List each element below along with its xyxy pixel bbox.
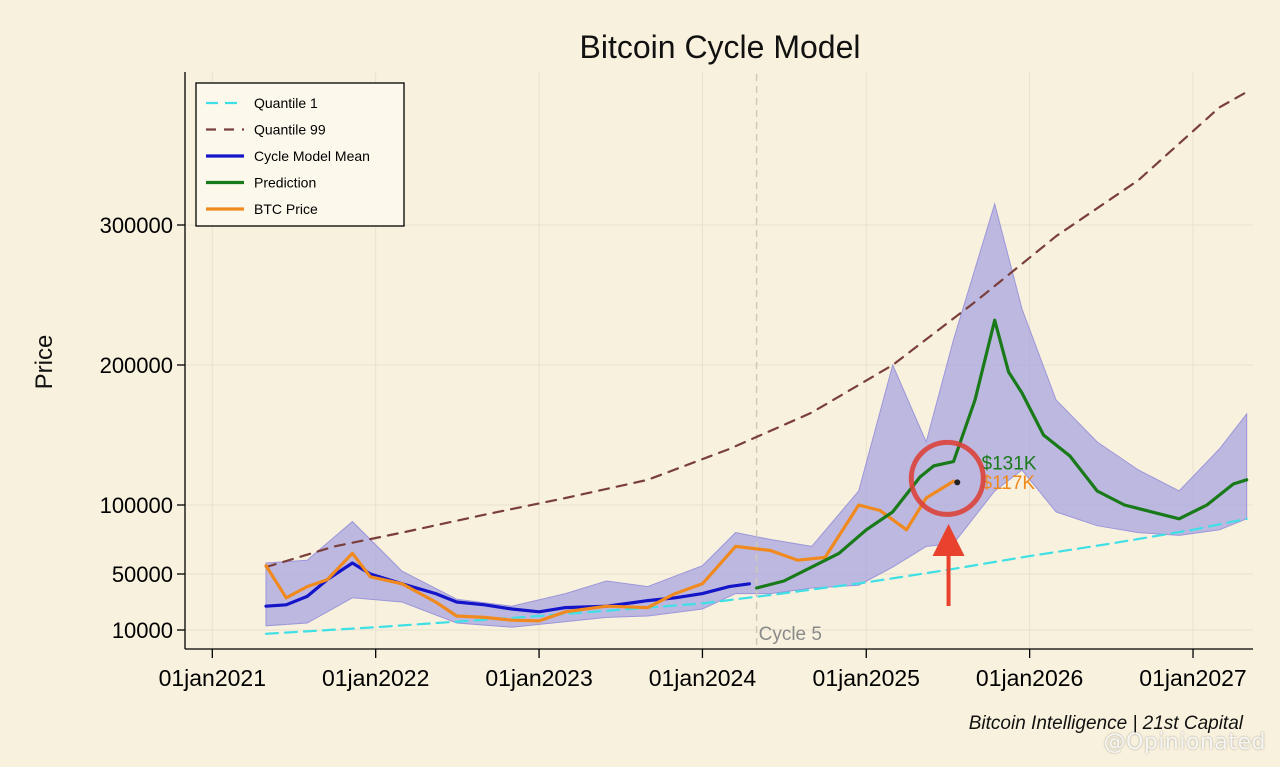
chart-title: Bitcoin Cycle Model	[580, 29, 861, 65]
series-lines	[264, 90, 1249, 635]
legend-entry: Quantile 1	[254, 95, 318, 111]
x-tick-label: 01jan2023	[485, 665, 592, 691]
x-tick-label: 01jan2021	[159, 665, 266, 691]
legend-entry: Quantile 99	[254, 122, 326, 138]
annotations: Cycle 5 $131K$117K	[759, 439, 1037, 645]
series-line-quantile-1	[264, 517, 1248, 635]
legend-entry: BTC Price	[254, 201, 318, 217]
cycle-label: Cycle 5	[759, 624, 822, 645]
series-line-prediction	[754, 318, 1249, 590]
series-line-quantile-99	[264, 90, 1248, 569]
y-tick-label: 100000	[100, 493, 173, 518]
legend-entry: Cycle Model Mean	[254, 148, 370, 164]
y-axis-label: Price	[31, 335, 58, 390]
x-tick-label: 01jan2025	[813, 665, 920, 691]
y-tick-label: 300000	[100, 213, 173, 238]
price-label: $131K	[982, 454, 1037, 475]
legend-entry: Prediction	[254, 175, 316, 191]
y-tick-label: 200000	[100, 353, 173, 378]
series-line-btc-price	[264, 479, 956, 623]
highlight-circle	[908, 439, 986, 517]
x-tick-label: 01jan2026	[976, 665, 1083, 691]
source-credit: Bitcoin Intelligence | 21st Capital	[969, 713, 1244, 734]
x-tick-label: 01jan2027	[1139, 665, 1246, 691]
x-tick-label: 01jan2024	[649, 665, 757, 691]
y-tick-label: 50000	[112, 562, 173, 587]
watermark: @Opinionated	[1103, 730, 1266, 755]
highlight-dot	[954, 479, 961, 486]
x-tick-label: 01jan2022	[322, 665, 429, 691]
legend: Quantile 1 Quantile 99 Cycle Model Mean Pre…	[195, 82, 405, 227]
axes: 10000 50000 100000 200000 300000 01jan2021 01j…	[100, 72, 1253, 691]
y-tick-label: 10000	[112, 618, 173, 643]
price-label: $117K	[982, 473, 1036, 494]
